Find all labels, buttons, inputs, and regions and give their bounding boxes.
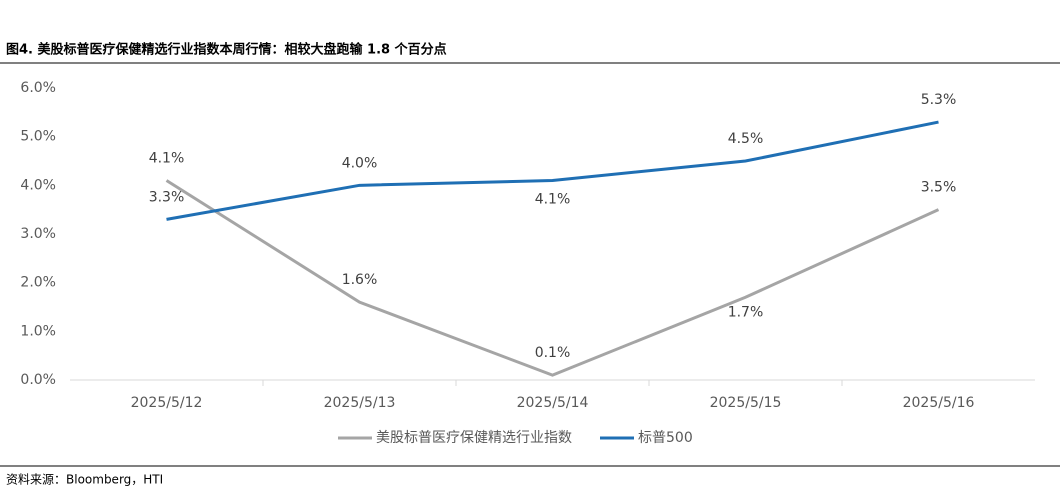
figure-title: 图4. 美股标普医疗保健精选行业指数本周行情：相较大盘跑输 1.8 个百分点 (6, 42, 447, 58)
data-label: 4.1% (535, 191, 571, 207)
y-tick-label: 6.0% (20, 80, 56, 96)
y-tick-label: 5.0% (20, 129, 56, 145)
legend-label: 美股标普医疗保健精选行业指数 (376, 430, 572, 446)
y-tick-label: 0.0% (20, 372, 56, 388)
x-tick-label: 2025/5/13 (324, 395, 396, 411)
x-tick-label: 2025/5/16 (903, 395, 975, 411)
x-tick-label: 2025/5/14 (517, 395, 589, 411)
data-label: 0.1% (535, 345, 571, 361)
data-label: 3.5% (921, 180, 957, 196)
x-tick-label: 2025/5/12 (131, 395, 203, 411)
y-tick-label: 4.0% (20, 177, 56, 193)
legend-label: 标普500 (638, 430, 693, 446)
data-label: 4.5% (728, 131, 764, 147)
y-tick-label: 2.0% (20, 275, 56, 291)
data-label: 4.1% (149, 150, 185, 166)
series-line (165, 179, 940, 377)
data-label: 1.7% (728, 304, 764, 320)
data-label: 1.6% (342, 272, 378, 288)
y-tick-label: 1.0% (20, 323, 56, 339)
data-label: 5.3% (921, 92, 957, 108)
x-tick-label: 2025/5/15 (710, 395, 782, 411)
data-label: 3.3% (149, 189, 185, 205)
series-line (166, 120, 939, 221)
y-tick-label: 3.0% (20, 226, 56, 242)
data-label: 4.0% (342, 155, 378, 171)
source-note: 资料来源：Bloomberg，HTI (6, 473, 163, 487)
